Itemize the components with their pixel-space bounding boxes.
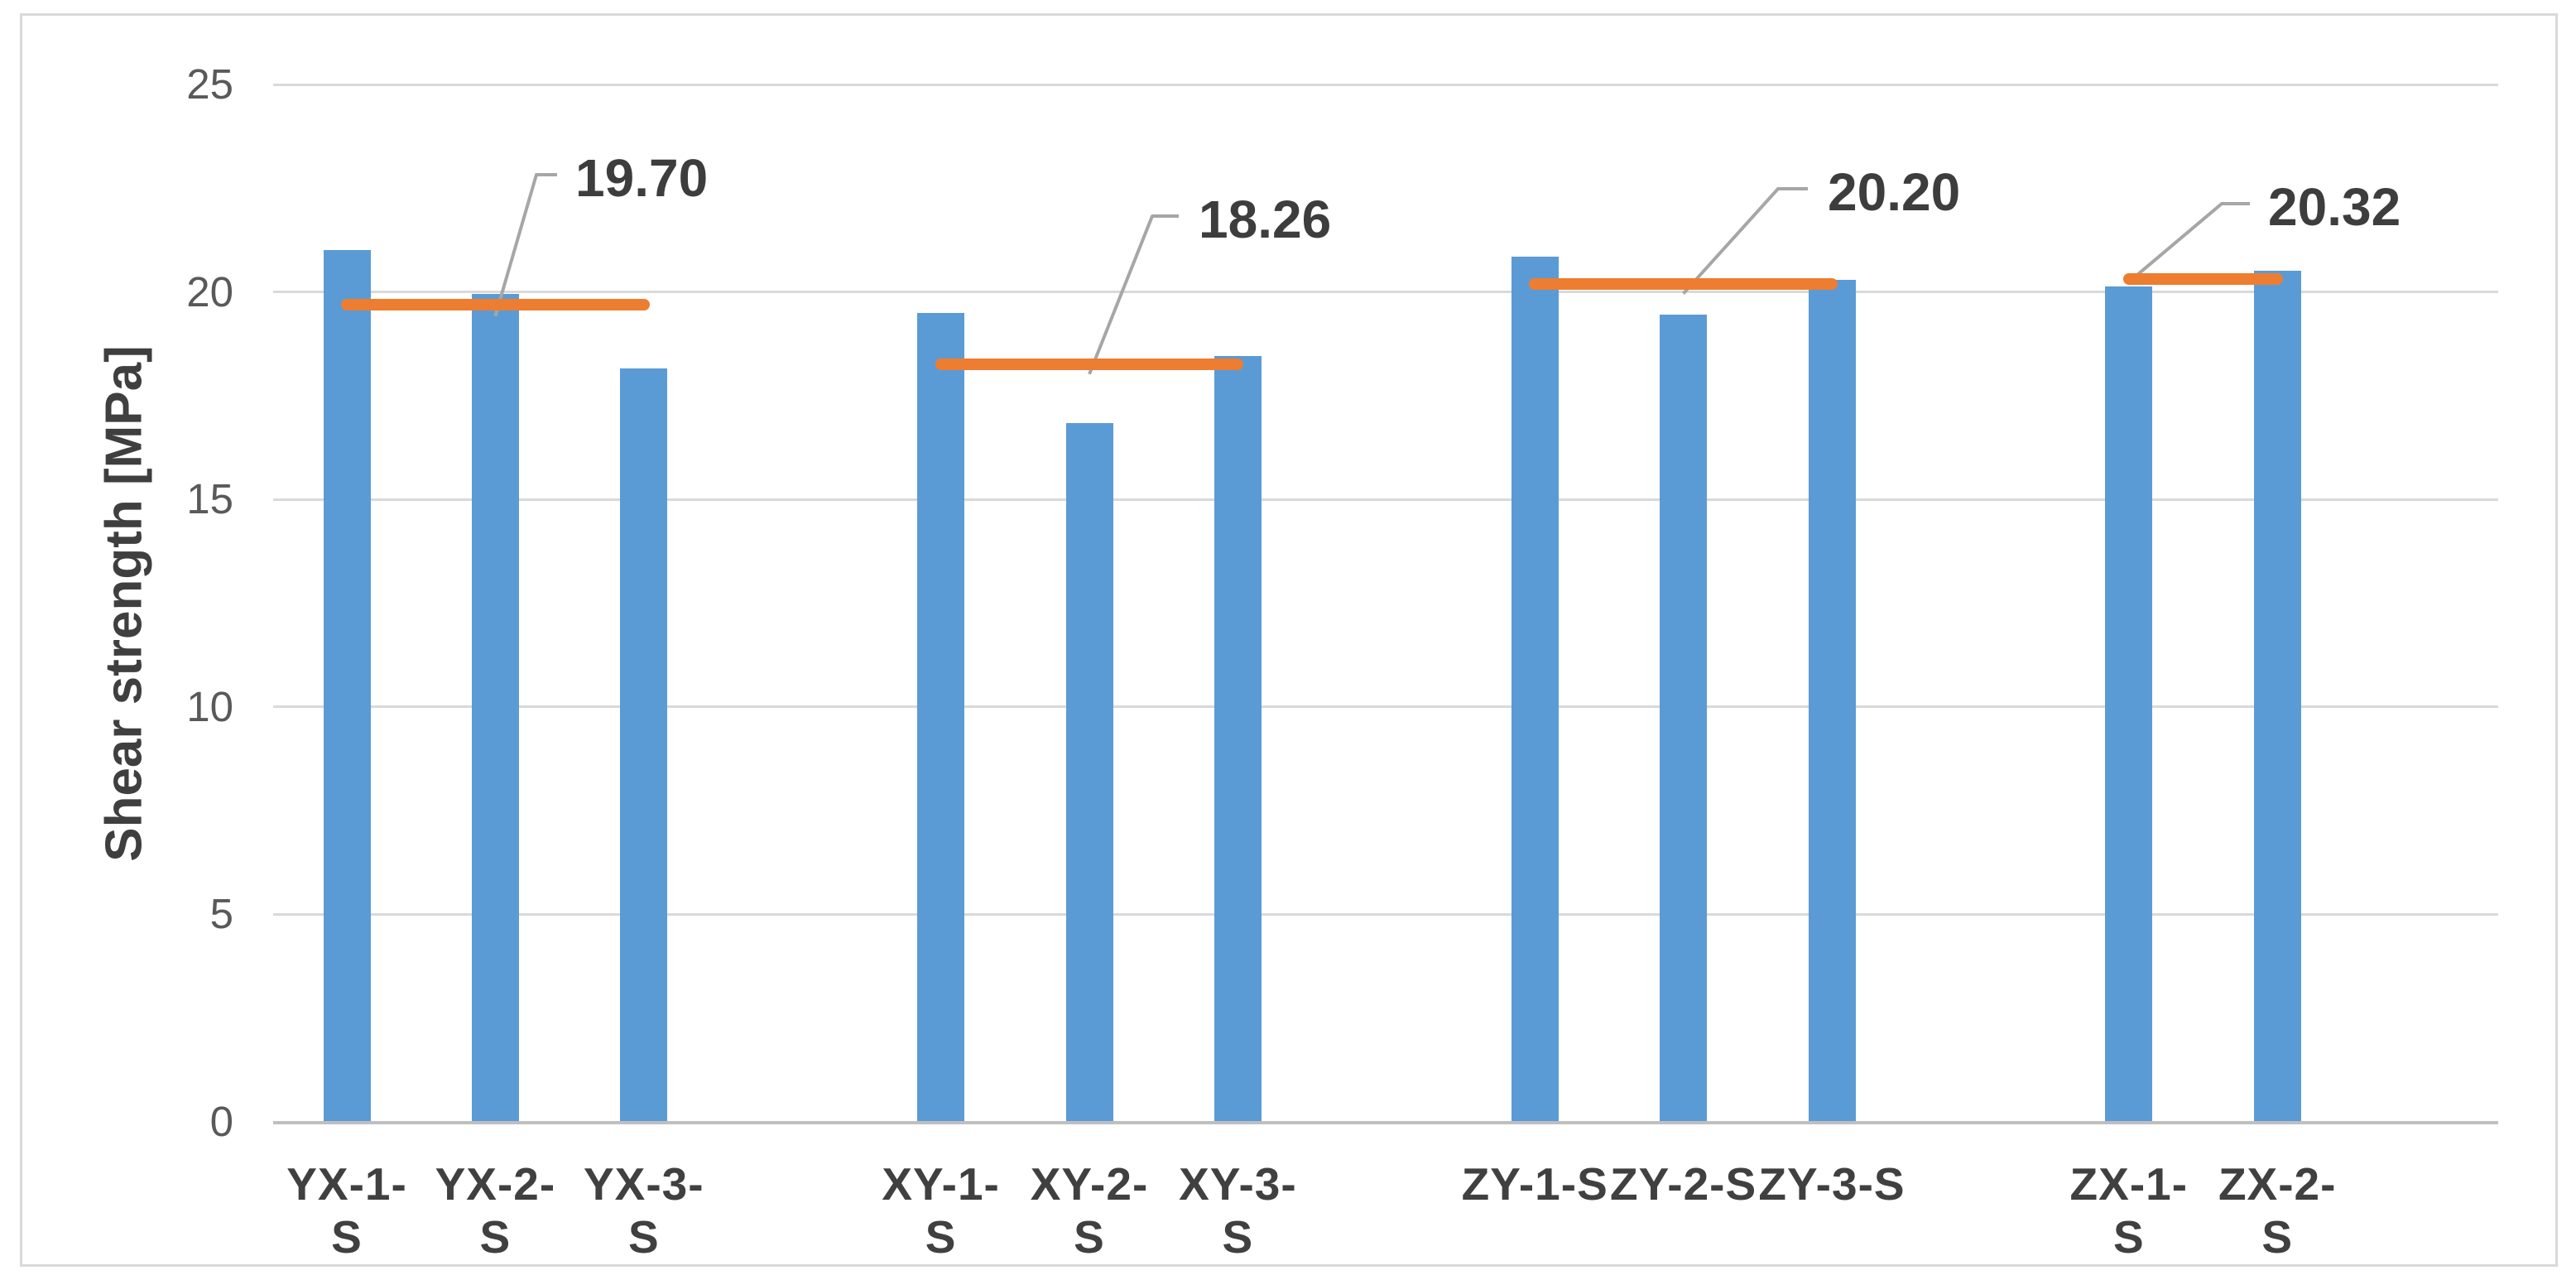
y-tick-label-20: 20 bbox=[186, 267, 233, 315]
x-axis-label-ZX-1-S: ZX-1-S bbox=[2069, 1158, 2189, 1263]
gridline-20 bbox=[273, 291, 2498, 294]
y-tick-label-10: 10 bbox=[186, 682, 233, 730]
x-axis-label-XY-3-S: XY-3-S bbox=[1179, 1158, 1297, 1263]
y-tick-label-0: 0 bbox=[209, 1098, 233, 1145]
bar-XY-2-S bbox=[1065, 423, 1113, 1122]
average-line-ZX bbox=[2122, 272, 2284, 285]
x-axis-label-ZY-1-S: ZY-1-S bbox=[1461, 1158, 1608, 1210]
bar-ZY-2-S bbox=[1660, 315, 1708, 1122]
y-tick-label-15: 15 bbox=[186, 475, 233, 523]
bar-YX-3-S bbox=[620, 368, 668, 1122]
bar-ZX-1-S bbox=[2105, 286, 2153, 1122]
x-axis-label-XY-2-S: XY-2-S bbox=[1030, 1158, 1149, 1263]
callout-label-ZX: 20.32 bbox=[2268, 177, 2401, 237]
y-axis-title: Shear strength [MPa] bbox=[95, 345, 153, 862]
bar-XY-1-S bbox=[917, 312, 965, 1122]
figure-border bbox=[20, 13, 2558, 1267]
callout-label-YX: 19.70 bbox=[575, 148, 709, 208]
y-tick-label-5: 5 bbox=[209, 890, 233, 938]
gridline-15 bbox=[273, 498, 2498, 501]
gridline-10 bbox=[273, 705, 2498, 709]
gridline-5 bbox=[273, 912, 2498, 916]
y-tick-label-25: 25 bbox=[186, 60, 233, 108]
x-axis-label-YX-2-S: YX-2-S bbox=[435, 1158, 556, 1263]
bar-ZX-2-S bbox=[2253, 271, 2301, 1122]
callout-label-ZY: 20.20 bbox=[1828, 162, 1961, 222]
x-axis-line bbox=[273, 1121, 2498, 1124]
average-line-YX bbox=[341, 298, 650, 310]
callout-label-XY: 18.26 bbox=[1199, 190, 1332, 249]
x-axis-label-YX-3-S: YX-3-S bbox=[584, 1158, 704, 1263]
average-line-ZY bbox=[1529, 277, 1838, 290]
bar-YX-1-S bbox=[323, 250, 371, 1122]
average-line-XY bbox=[935, 358, 1244, 370]
x-axis-label-ZY-3-S: ZY-3-S bbox=[1758, 1158, 1906, 1210]
x-axis-label-YX-1-S: YX-1-S bbox=[286, 1158, 407, 1263]
x-axis-label-XY-1-S: XY-1-S bbox=[882, 1158, 1000, 1263]
x-axis-label-ZX-2-S: ZX-2-S bbox=[2218, 1158, 2337, 1263]
bar-ZY-1-S bbox=[1511, 256, 1559, 1122]
bar-XY-3-S bbox=[1214, 356, 1262, 1122]
x-axis-label-ZY-2-S: ZY-2-S bbox=[1610, 1158, 1757, 1210]
bar-ZY-3-S bbox=[1808, 279, 1856, 1122]
bar-YX-2-S bbox=[471, 294, 519, 1122]
gridline-25 bbox=[273, 83, 2498, 86]
